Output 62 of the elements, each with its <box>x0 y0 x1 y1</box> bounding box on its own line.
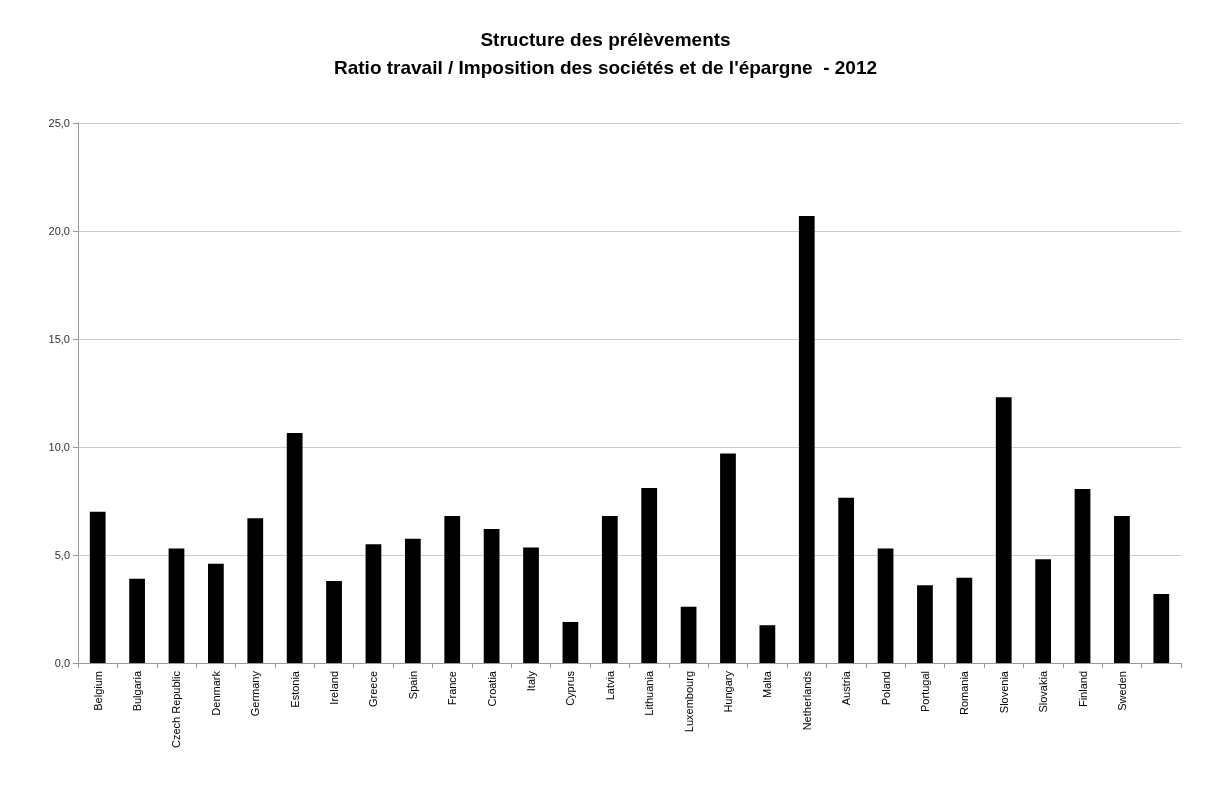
x-tick-label: Malta <box>761 670 774 698</box>
bar <box>483 529 500 663</box>
x-tick-label: Germany <box>249 670 262 717</box>
x-tick-label: Estonia <box>288 670 301 708</box>
bar <box>1074 489 1091 663</box>
bar <box>1153 593 1170 663</box>
y-tick-label: 15,0 <box>48 333 70 345</box>
x-tick-label: Spain <box>406 671 419 700</box>
y-tick-label: 5,0 <box>54 549 70 561</box>
bar <box>168 548 185 663</box>
bar <box>523 547 539 663</box>
x-tick-label: Romania <box>958 670 971 716</box>
x-tick-label: Finland <box>1076 671 1089 708</box>
bar <box>1035 559 1051 663</box>
x-tick-label: Slovenia <box>997 670 1010 714</box>
x-tick-label: Cyprus <box>564 670 577 706</box>
x-tick-label: Bulgaria <box>131 670 144 712</box>
x-tick-label: Slovakia <box>1037 670 1050 713</box>
x-tick-label: Czech Republic <box>170 670 183 749</box>
bar <box>838 497 855 663</box>
bar <box>365 544 382 663</box>
x-tick-label: Greece <box>367 671 380 708</box>
bar <box>444 516 461 663</box>
bar <box>917 585 933 663</box>
x-tick-label: Denmark <box>209 670 222 716</box>
bar <box>404 538 421 663</box>
x-tick-label: Luxembourg <box>682 671 695 733</box>
bar <box>1114 516 1130 663</box>
chart-title: Structure des prélèvements Ratio travail / Imposition des sociétés et de l'épargne - 2012 <box>333 28 878 78</box>
bar <box>89 511 106 663</box>
x-tick-label: Hungary <box>721 670 734 713</box>
x-tick-label: Portugal <box>918 671 931 712</box>
x-tick-label: France <box>446 671 459 706</box>
x-tick-label: Netherlands <box>800 670 813 731</box>
y-tick-label: 0,0 <box>54 657 70 669</box>
x-tick-label: Austria <box>840 670 853 706</box>
bar <box>759 625 776 663</box>
bar <box>877 548 894 663</box>
bar <box>601 516 618 663</box>
bar <box>641 488 658 663</box>
bar <box>562 621 579 663</box>
x-tick-label: Lithuania <box>643 670 656 716</box>
bar <box>995 397 1012 663</box>
x-tick-label: Latvia <box>603 670 616 701</box>
bar <box>798 215 815 663</box>
x-tick-label: Italy <box>525 670 538 692</box>
y-tick-label: 25,0 <box>48 117 70 129</box>
bar <box>680 606 697 663</box>
x-tick-label: Sweden <box>1115 671 1128 711</box>
x-tick-label: Ireland <box>328 671 341 705</box>
bar <box>247 518 264 663</box>
bar <box>956 577 973 663</box>
bar <box>208 563 224 663</box>
bar <box>286 432 303 663</box>
x-tick-label: Poland <box>879 671 892 706</box>
x-tick-label: Belgium <box>91 671 104 711</box>
bar <box>720 453 736 663</box>
y-tick-label: 10,0 <box>48 441 70 453</box>
bar <box>129 578 145 663</box>
y-tick-label: 20,0 <box>48 225 70 237</box>
bar <box>326 580 342 663</box>
x-tick-label: Croatia <box>485 670 498 707</box>
